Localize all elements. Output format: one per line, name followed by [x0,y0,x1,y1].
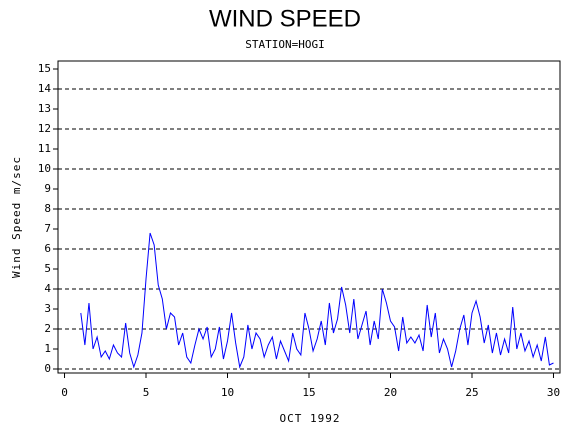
y-tick-label: 9 [44,182,51,195]
y-tick-label: 14 [38,82,52,95]
y-tick-label: 11 [38,142,51,155]
y-tick-label: 0 [44,362,51,375]
plot-frame [57,60,561,374]
y-tick-label: 4 [44,282,51,295]
x-tick-label: 25 [465,386,478,399]
chart-subtitle: STATION=HOGI [245,38,324,51]
y-tick-label: 7 [44,222,51,235]
x-tick-label: 20 [384,386,397,399]
y-tick-label: 10 [38,162,51,175]
y-tick-label: 12 [38,122,51,135]
y-tick-label: 8 [44,202,51,215]
x-tick-label: 0 [61,386,68,399]
y-tick-label: 3 [44,302,51,315]
y-tick-label: 2 [44,322,51,335]
y-axis-label: Wind Speed m/sec [10,156,23,278]
y-tick-label: 13 [38,102,51,115]
x-tick-label: 5 [143,386,150,399]
x-axis-label: OCT 1992 [280,412,341,425]
x-tick-label: 30 [547,386,560,399]
data-line [80,232,554,369]
x-tick-label: 10 [221,386,234,399]
y-tick-label: 15 [38,62,51,75]
chart-title: WIND SPEED [209,5,361,32]
y-tick-label: 5 [44,262,51,275]
x-tick-label: 15 [302,386,315,399]
y-tick-label: 6 [44,242,51,255]
y-tick-label: 1 [44,342,51,355]
